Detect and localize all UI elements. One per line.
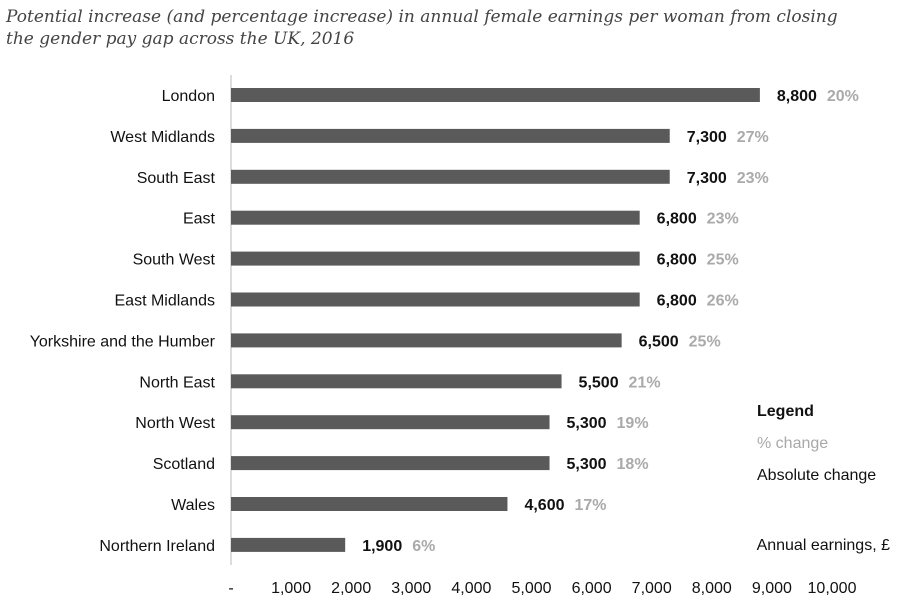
bar <box>231 88 760 102</box>
absolute-change-label: 5,500 <box>579 374 619 391</box>
percent-change-label: 23% <box>707 211 739 228</box>
percent-change-label: 18% <box>617 456 649 473</box>
category-label: Scotland <box>153 456 215 473</box>
legend-item-percent-change: % change <box>757 435 829 452</box>
percent-change-label: 25% <box>689 333 721 350</box>
percent-change-label: 20% <box>827 88 859 105</box>
percent-change-label: 19% <box>617 415 649 432</box>
x-tick-label: 10,000 <box>808 580 857 597</box>
chart-title-line-2: the gender pay gap across the UK, 2016 <box>6 29 355 49</box>
bar <box>231 497 508 511</box>
bar <box>231 333 622 348</box>
absolute-change-label: 5,300 <box>567 415 607 432</box>
chart-title: Potential increase (and percentage incre… <box>6 6 896 50</box>
x-tick-label: 1,000 <box>271 580 311 597</box>
bar <box>231 210 640 225</box>
x-tick-label: 4,000 <box>451 580 491 597</box>
x-axis-label: Annual earnings, £ <box>756 537 890 554</box>
category-label: Northern Ireland <box>99 538 215 555</box>
category-label: Yorkshire and the Humber <box>30 333 216 350</box>
category-label: West Midlands <box>110 129 215 146</box>
absolute-change-label: 7,300 <box>687 129 727 146</box>
percent-change-label: 25% <box>707 252 739 269</box>
bar <box>231 251 640 266</box>
category-label: East <box>183 211 216 228</box>
absolute-change-label: 6,800 <box>657 211 697 228</box>
bar <box>231 292 640 307</box>
bar <box>231 456 550 471</box>
percent-change-label: 6% <box>412 538 435 555</box>
x-tick-label: 8,000 <box>692 580 732 597</box>
absolute-change-label: 6,800 <box>657 293 697 310</box>
percent-change-label: 23% <box>737 170 769 187</box>
category-label: Wales <box>171 497 215 514</box>
x-tick-label: 6,000 <box>572 580 612 597</box>
absolute-change-label: 7,300 <box>687 170 727 187</box>
percent-change-label: 17% <box>574 497 606 514</box>
chart-title-line-1: Potential increase (and percentage incre… <box>6 7 838 27</box>
bar <box>231 128 670 143</box>
category-label: South West <box>133 252 216 269</box>
x-tick-label: 2,000 <box>331 580 371 597</box>
x-tick-label: 7,000 <box>632 580 672 597</box>
absolute-change-label: 1,900 <box>362 538 402 555</box>
absolute-change-label: 6,500 <box>639 333 679 350</box>
bar <box>231 537 346 552</box>
bar <box>231 374 562 389</box>
legend-title: Legend <box>757 403 814 420</box>
category-label: London <box>162 88 215 105</box>
absolute-change-label: 5,300 <box>567 456 607 473</box>
legend-item-absolute-change: Absolute change <box>757 467 877 484</box>
category-label: East Midlands <box>115 293 216 310</box>
absolute-change-label: 6,800 <box>657 252 697 269</box>
absolute-change-label: 8,800 <box>777 88 817 105</box>
legend: Legend % change Absolute change <box>757 396 876 492</box>
category-label: North East <box>139 374 215 391</box>
category-label: South East <box>137 170 216 187</box>
percent-change-label: 21% <box>629 374 661 391</box>
percent-change-label: 26% <box>707 293 739 310</box>
absolute-change-label: 4,600 <box>524 497 564 514</box>
x-tick-label: 9,000 <box>752 580 792 597</box>
bar <box>231 415 550 430</box>
percent-change-label: 27% <box>737 129 769 146</box>
bar <box>231 169 670 184</box>
x-tick-label: 3,000 <box>391 580 431 597</box>
category-label: North West <box>135 415 215 432</box>
x-tick-label: 5,000 <box>511 580 551 597</box>
x-tick-label: - <box>228 580 233 597</box>
